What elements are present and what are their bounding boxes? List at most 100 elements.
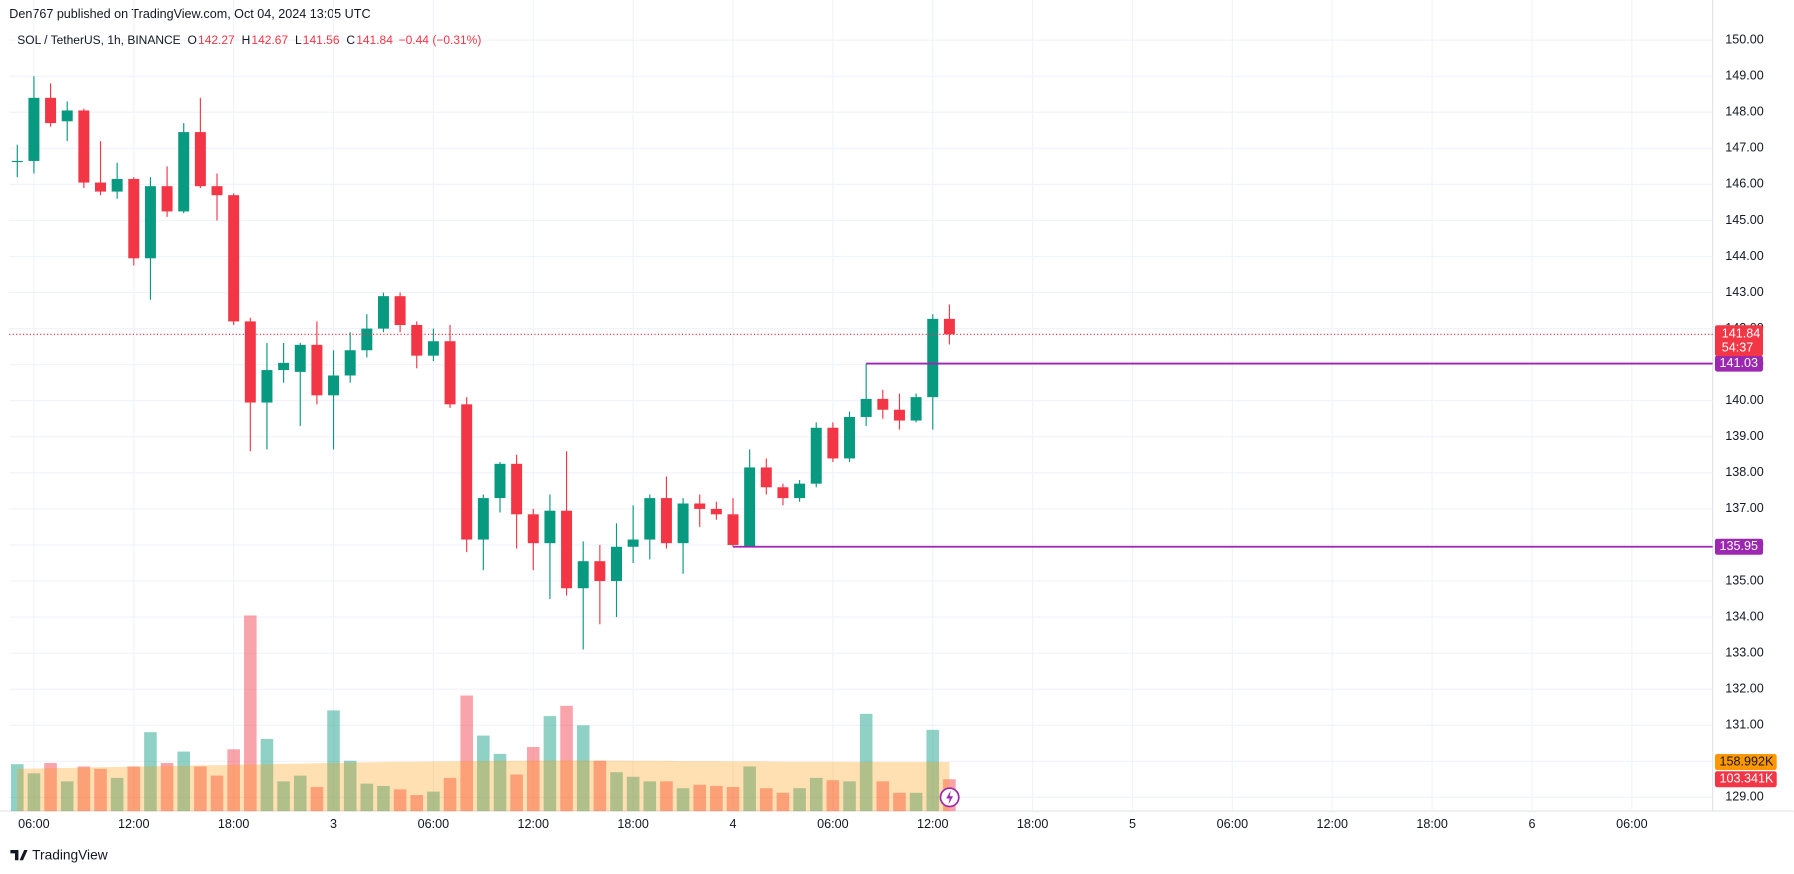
candle-body (561, 510, 573, 589)
candle-body (477, 498, 489, 540)
candle-body (377, 296, 389, 329)
candle-body (527, 514, 539, 544)
candle-body (394, 296, 406, 326)
volume-bar (443, 777, 457, 812)
volume-bar (876, 781, 890, 812)
candle-body (694, 503, 706, 509)
legend-item: −0.44 (−0.31%) (399, 33, 482, 47)
y-tick-label: 139.00 (1725, 429, 1763, 443)
volume-bar (626, 776, 640, 812)
volume-bar (60, 781, 74, 812)
volume-bar (360, 783, 374, 812)
candle-body (411, 325, 423, 356)
tradingview-logo: TradingView (10, 847, 108, 862)
candle-body (827, 427, 839, 459)
x-tick-label: 12:00 (118, 817, 149, 831)
volume-tag-label: 103.341K (1720, 772, 1774, 786)
volume-bar (510, 774, 523, 812)
x-tick-label: 06:00 (817, 817, 848, 831)
candle-body (278, 362, 290, 371)
volume-bar (310, 787, 324, 812)
volume-bar (144, 732, 157, 812)
volume-bar (127, 766, 141, 812)
candle-body (361, 328, 373, 351)
y-tick-label: 138.00 (1725, 465, 1763, 479)
volume-bar (693, 784, 707, 812)
volume-bar (10, 764, 24, 812)
axes: 150.00 149.00 148.00 147.00 146.00 145.00 144.… (18, 32, 1777, 831)
candle-body (211, 186, 223, 196)
y-tick-label: 131.00 (1725, 718, 1763, 732)
candle-body (893, 409, 905, 421)
countdown: 54:37 (1722, 340, 1753, 354)
candle-body (161, 186, 173, 212)
level-label: 135.95 (1720, 539, 1758, 553)
x-tick-label: 4 (730, 817, 737, 831)
volume-bar (260, 739, 274, 812)
last-price-tag (1714, 325, 1763, 357)
volume-bar (94, 768, 107, 812)
candle-body (494, 463, 506, 499)
candle-body (544, 510, 556, 544)
volume-bar (859, 713, 873, 812)
volume-bar (826, 780, 840, 812)
alert-icon-bolt (946, 790, 954, 805)
x-tick-label: 3 (330, 817, 337, 831)
y-tick-label: 133.00 (1725, 645, 1763, 659)
publish-note: Den767 published on TradingView.com, Oct… (9, 7, 370, 21)
volume-bar (460, 695, 473, 812)
legend-item: H (242, 33, 251, 47)
x-tick-label: 06:00 (1217, 817, 1248, 831)
candle-body (294, 344, 306, 372)
x-tick-label: 12:00 (518, 817, 549, 831)
volume-bar (177, 751, 191, 812)
volume-bar (477, 735, 490, 812)
candle-body (594, 561, 606, 582)
volume-bar (210, 775, 224, 812)
volume-bar (377, 785, 390, 812)
x-tick-label: 06:00 (18, 817, 49, 831)
volume-bar (576, 725, 590, 812)
alert-icon (939, 787, 960, 808)
volume-bar (543, 716, 557, 812)
volume-bar (726, 787, 740, 812)
volume-bar (393, 789, 407, 812)
volume-bar (277, 781, 290, 812)
y-tick-label: 144.00 (1725, 249, 1763, 263)
legend: SOL / TetherUS, 1h, BINANCE O142.27 H142.6… (17, 33, 481, 47)
x-tick-label: 12:00 (1316, 817, 1347, 831)
volume-bar (194, 766, 207, 812)
volume-bar (160, 763, 174, 812)
candle-body (877, 398, 889, 410)
volume-bar (760, 788, 773, 812)
candle-body (28, 97, 40, 161)
y-tick-label: 147.00 (1725, 141, 1763, 155)
legend-item: 142.67 (251, 33, 288, 47)
candle-body (611, 546, 622, 582)
volume-bar (44, 763, 57, 812)
candle-body (228, 195, 240, 322)
candle-body (943, 318, 955, 335)
y-tick-label: 129.00 (1725, 790, 1763, 804)
volume-bar (110, 777, 124, 812)
volume-bar (77, 766, 91, 812)
volume-bar (227, 749, 240, 812)
volume-bar (793, 788, 806, 812)
legend-item: L (295, 33, 302, 47)
volume-bar (809, 777, 823, 812)
volume-bar (926, 729, 940, 812)
y-tick-label: 140.00 (1725, 393, 1763, 407)
candle-body (61, 110, 73, 122)
candle-body (444, 341, 456, 405)
volume-bar (843, 781, 856, 812)
volume-tag-label: 158.992K (1720, 754, 1774, 768)
candle-body (328, 375, 340, 396)
candle-body (178, 132, 190, 212)
candle-body (427, 341, 439, 356)
y-tick-label: 149.00 (1725, 69, 1763, 83)
x-tick-label: 6 (1528, 817, 1535, 831)
volume-bar (893, 792, 906, 812)
candle-body (511, 463, 523, 515)
